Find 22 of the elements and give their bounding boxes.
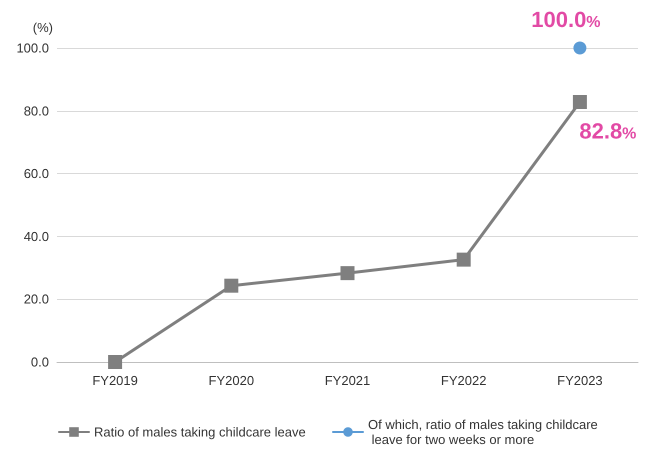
x-tick-label: FY2021 xyxy=(324,373,370,388)
point xyxy=(572,95,587,110)
point xyxy=(573,42,586,54)
y-tick-label: 80.0 xyxy=(24,103,49,118)
x-tick-label: FY2020 xyxy=(208,373,254,388)
point xyxy=(224,278,238,293)
x-tick-label: FY2022 xyxy=(440,373,486,388)
y-tick-label: 0.0 xyxy=(30,354,49,370)
legend-label: Ratio of males taking childcare leave xyxy=(94,424,306,440)
point xyxy=(456,252,471,267)
y-axis-title: (%) xyxy=(32,20,53,35)
y-tick-label: 40.0 xyxy=(24,228,49,244)
data-label: 100.0% xyxy=(531,7,601,32)
x-tick-label: FY2019 xyxy=(92,373,138,388)
x-tick-label: FY2023 xyxy=(557,373,603,388)
y-tick-label: 100.0 xyxy=(16,40,49,56)
point xyxy=(108,355,122,369)
y-tick-label: 60.0 xyxy=(24,166,49,182)
legend-label: Of which, ratio of males taking childcare leave for two weeks or more xyxy=(368,417,598,447)
point xyxy=(340,266,354,280)
y-tick-label: 20.0 xyxy=(24,292,49,307)
data-label: 82.8% xyxy=(579,118,636,144)
